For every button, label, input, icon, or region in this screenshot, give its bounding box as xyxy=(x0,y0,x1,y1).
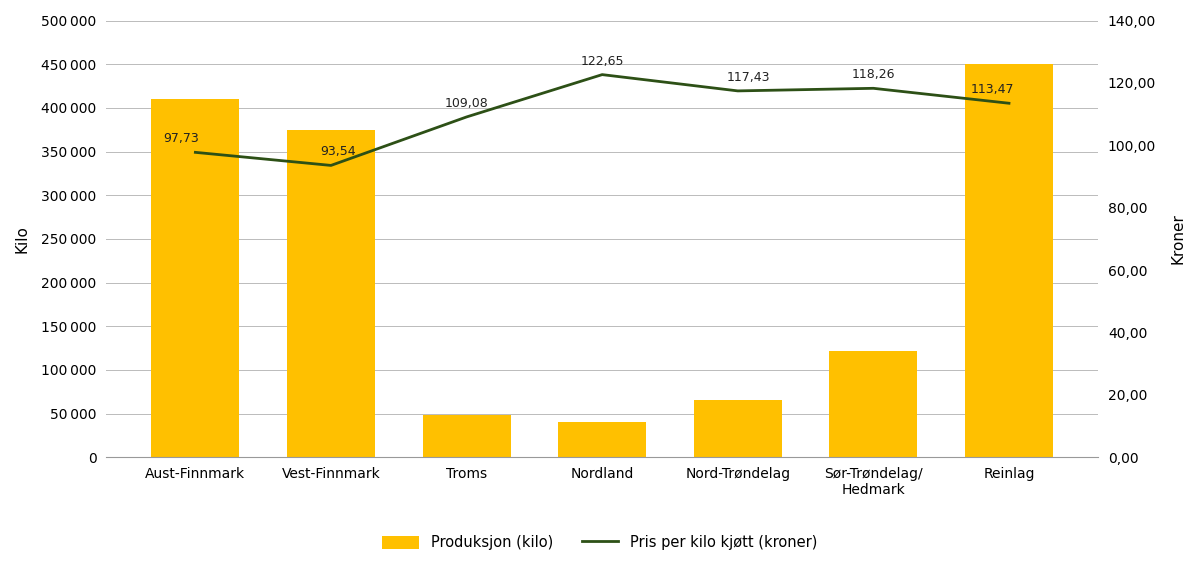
Text: 118,26: 118,26 xyxy=(852,68,895,81)
Text: 93,54: 93,54 xyxy=(320,146,355,159)
Bar xyxy=(694,401,782,457)
Y-axis label: Kilo: Kilo xyxy=(14,225,30,253)
Y-axis label: Kroner: Kroner xyxy=(1170,213,1186,264)
Bar xyxy=(287,130,376,457)
Text: 113,47: 113,47 xyxy=(971,83,1014,96)
Bar xyxy=(965,64,1054,457)
Bar xyxy=(829,351,918,457)
Bar xyxy=(422,415,511,457)
Text: 117,43: 117,43 xyxy=(727,71,770,84)
Bar xyxy=(151,99,240,457)
Text: 97,73: 97,73 xyxy=(163,133,199,146)
Bar xyxy=(558,422,647,457)
Legend: Produksjon (kilo), Pris per kilo kjøtt (kroner): Produksjon (kilo), Pris per kilo kjøtt (… xyxy=(377,529,823,556)
Text: 122,65: 122,65 xyxy=(581,55,624,68)
Text: 109,08: 109,08 xyxy=(445,97,488,110)
